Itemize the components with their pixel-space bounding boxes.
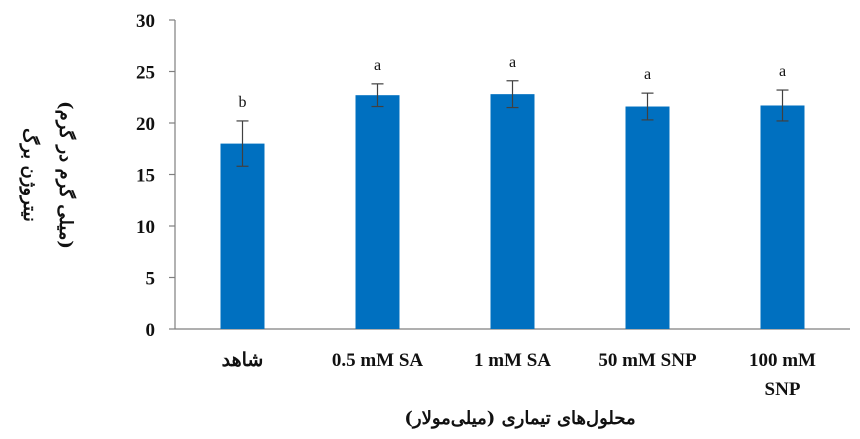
bar [490,94,535,329]
bar [355,95,400,329]
significance-letter: a [644,66,651,83]
plot-area: 0 5 10 15 20 25 30 b شاهد a 0.5 mM SA a 1 mM SA a 50 m… [136,11,850,400]
x-tick-label: 100 mM [749,350,816,371]
significance-letter: a [779,63,786,80]
y-tick-label: 5 [146,269,156,290]
x-tick-label: SNP [765,379,801,400]
bar [625,106,670,330]
y-tick-label: 30 [136,11,155,32]
bar [220,143,265,329]
significance-letter: a [509,54,516,71]
y-tick-label: 15 [136,166,155,187]
y-axis-title-line-2: (میلی گرم در گرم) [55,101,77,249]
significance-letter: a [374,57,381,74]
x-axis-title: محلول‌های تیماری (میلی‌مولار) [404,408,635,429]
x-tick-label: 1 mM SA [474,350,551,371]
y-tick-label: 0 [146,320,156,341]
y-axis-title-line-1: نیتروژن برگ [19,128,41,222]
x-tick-label: 0.5 mM SA [332,350,424,371]
x-tick-label: شاهد [222,350,264,371]
y-tick-label: 10 [136,217,155,238]
y-tick-label: 20 [136,114,155,135]
bar [760,105,805,330]
y-tick-label: 25 [136,63,155,84]
y-axis-title: نیتروژن برگ (میلی گرم در گرم) [19,101,77,249]
significance-letter: b [239,94,247,111]
x-tick-label: 50 mM SNP [598,350,697,371]
